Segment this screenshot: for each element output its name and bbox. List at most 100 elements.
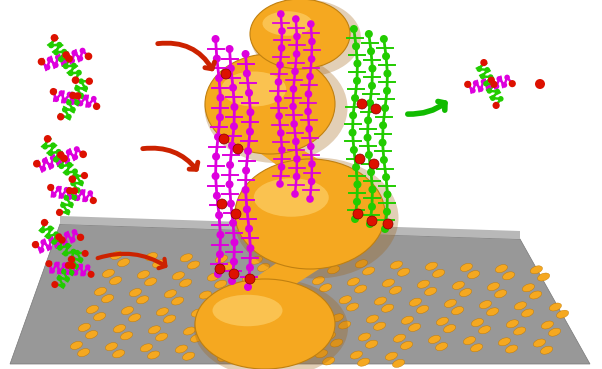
Ellipse shape (44, 135, 52, 143)
Ellipse shape (481, 60, 486, 65)
Ellipse shape (429, 335, 441, 344)
Ellipse shape (137, 270, 149, 279)
Ellipse shape (312, 277, 324, 284)
Ellipse shape (241, 50, 250, 58)
Ellipse shape (470, 88, 476, 93)
Ellipse shape (245, 225, 253, 233)
Ellipse shape (503, 272, 515, 280)
Ellipse shape (312, 302, 324, 310)
Ellipse shape (433, 269, 445, 277)
Ellipse shape (145, 253, 158, 261)
Ellipse shape (291, 190, 299, 198)
Ellipse shape (80, 151, 86, 157)
Ellipse shape (331, 314, 344, 322)
Ellipse shape (304, 108, 312, 115)
Ellipse shape (137, 296, 149, 304)
Ellipse shape (40, 228, 45, 233)
Ellipse shape (243, 274, 255, 282)
Ellipse shape (227, 64, 235, 72)
Ellipse shape (235, 159, 385, 269)
Ellipse shape (213, 192, 221, 200)
Ellipse shape (113, 350, 125, 358)
Ellipse shape (509, 80, 516, 87)
Ellipse shape (67, 70, 73, 76)
Ellipse shape (94, 103, 99, 109)
Ellipse shape (368, 203, 376, 211)
Ellipse shape (217, 94, 225, 102)
Ellipse shape (476, 66, 482, 72)
Ellipse shape (261, 337, 273, 345)
Ellipse shape (305, 294, 317, 303)
Ellipse shape (244, 147, 252, 155)
Ellipse shape (72, 50, 77, 56)
Ellipse shape (509, 81, 515, 86)
Ellipse shape (355, 260, 367, 268)
Ellipse shape (327, 266, 340, 274)
Ellipse shape (541, 346, 553, 354)
Ellipse shape (74, 92, 81, 100)
Ellipse shape (353, 198, 361, 206)
Ellipse shape (238, 84, 329, 144)
Ellipse shape (254, 178, 329, 217)
Ellipse shape (296, 338, 308, 346)
Ellipse shape (42, 220, 48, 225)
Ellipse shape (67, 194, 72, 200)
Ellipse shape (41, 219, 48, 226)
Ellipse shape (383, 87, 391, 95)
Ellipse shape (188, 261, 200, 269)
Ellipse shape (383, 219, 393, 229)
Ellipse shape (60, 283, 66, 288)
Ellipse shape (233, 144, 243, 154)
Ellipse shape (367, 216, 377, 226)
Ellipse shape (79, 151, 87, 158)
Ellipse shape (278, 146, 286, 154)
Ellipse shape (364, 116, 372, 124)
Ellipse shape (69, 175, 76, 183)
Ellipse shape (229, 269, 239, 279)
Ellipse shape (56, 160, 62, 166)
Ellipse shape (33, 242, 39, 248)
Ellipse shape (45, 233, 51, 239)
Ellipse shape (366, 99, 374, 107)
Ellipse shape (79, 189, 85, 195)
Ellipse shape (521, 309, 533, 317)
Ellipse shape (157, 308, 169, 316)
Ellipse shape (50, 155, 56, 161)
Ellipse shape (54, 242, 60, 248)
Ellipse shape (60, 155, 68, 162)
Ellipse shape (64, 276, 70, 282)
Ellipse shape (353, 209, 363, 219)
Ellipse shape (75, 250, 80, 255)
Ellipse shape (46, 245, 52, 250)
Ellipse shape (69, 176, 75, 182)
Ellipse shape (353, 59, 361, 68)
Ellipse shape (230, 258, 238, 266)
Ellipse shape (164, 290, 176, 298)
Ellipse shape (78, 180, 84, 186)
Ellipse shape (215, 211, 223, 219)
Ellipse shape (400, 341, 412, 349)
Ellipse shape (444, 299, 456, 307)
Ellipse shape (222, 72, 286, 107)
Ellipse shape (538, 273, 550, 281)
Ellipse shape (148, 326, 161, 334)
Ellipse shape (66, 149, 72, 155)
Ellipse shape (246, 108, 255, 116)
Ellipse shape (49, 268, 55, 274)
Ellipse shape (242, 166, 250, 175)
Ellipse shape (358, 333, 370, 341)
Ellipse shape (85, 54, 92, 59)
Ellipse shape (67, 188, 72, 193)
Ellipse shape (353, 77, 361, 85)
Ellipse shape (95, 287, 107, 296)
Ellipse shape (366, 220, 374, 228)
Ellipse shape (83, 94, 88, 100)
Ellipse shape (66, 187, 73, 194)
Ellipse shape (47, 184, 54, 191)
Ellipse shape (57, 42, 63, 48)
Ellipse shape (285, 283, 297, 291)
Ellipse shape (383, 69, 391, 77)
Ellipse shape (514, 327, 526, 335)
Ellipse shape (350, 25, 358, 33)
Ellipse shape (452, 282, 465, 289)
